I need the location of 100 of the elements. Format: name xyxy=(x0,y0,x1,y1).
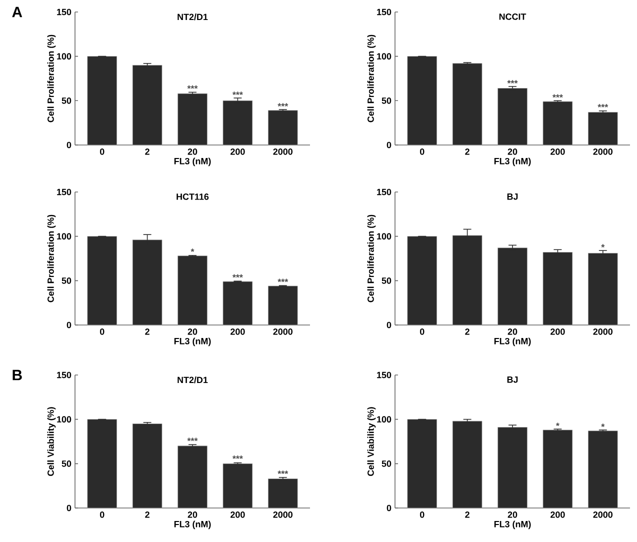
bar xyxy=(542,101,573,146)
bar xyxy=(407,56,438,146)
x-tick-label: 2 xyxy=(465,148,470,155)
chart-title: NCCIT xyxy=(499,14,526,20)
x-tick-label: 0 xyxy=(100,328,104,335)
annotation: * xyxy=(601,424,605,427)
y-axis-title: Cell Proliferation (%) xyxy=(367,34,376,122)
x-tick-label: 2000 xyxy=(593,328,612,335)
annotation: *** xyxy=(278,470,288,474)
y-axis-title: Cell Viability (%) xyxy=(47,407,56,476)
x-tick-label: 2000 xyxy=(273,148,292,155)
y-tick-label: 50 xyxy=(62,460,72,467)
y-tick-label: 100 xyxy=(57,233,72,240)
y-tick-label: 0 xyxy=(386,322,392,328)
y-tick-label: 100 xyxy=(377,53,392,60)
x-axis-title: FL3 (nM) xyxy=(174,338,211,346)
bar xyxy=(452,63,482,146)
bar xyxy=(222,281,253,326)
chart-title: BJ xyxy=(507,194,518,200)
bar xyxy=(407,236,438,326)
y-tick-label: 150 xyxy=(377,188,392,196)
chart-title: NT2/D1 xyxy=(178,14,208,20)
x-tick-label: 20 xyxy=(508,148,518,155)
y-tick-label: 50 xyxy=(382,277,392,284)
x-tick-label: 0 xyxy=(420,512,424,518)
y-tick-label: 150 xyxy=(377,8,392,16)
annotation: *** xyxy=(598,104,608,108)
bar xyxy=(452,420,482,508)
bar xyxy=(542,430,573,508)
bar xyxy=(87,56,118,146)
x-tick-label: 20 xyxy=(188,328,198,335)
x-tick-label: 20 xyxy=(508,512,518,518)
bar xyxy=(498,248,528,326)
annotation: *** xyxy=(278,278,288,282)
x-tick-label: 2 xyxy=(465,512,470,518)
y-axis-title: Cell Proliferation (%) xyxy=(47,214,56,302)
x-tick-label: 2000 xyxy=(593,512,612,518)
x-tick-label: 200 xyxy=(550,512,565,518)
y-tick-label: 100 xyxy=(57,416,72,423)
x-axis-title: FL3 (nM) xyxy=(174,158,211,166)
bar xyxy=(588,252,618,326)
y-tick-label: 0 xyxy=(66,504,72,512)
x-tick-label: 2 xyxy=(145,512,150,518)
x-tick-label: 20 xyxy=(188,148,198,155)
annotation: *** xyxy=(552,94,563,98)
y-tick-label: 100 xyxy=(377,416,392,423)
bar xyxy=(178,446,208,508)
x-tick-label: 2 xyxy=(145,328,150,335)
y-tick-label: 50 xyxy=(62,97,72,104)
bar xyxy=(268,286,298,326)
y-tick-label: 50 xyxy=(382,460,392,467)
x-tick-label: 200 xyxy=(550,148,565,155)
y-axis-title: Cell Viability (%) xyxy=(367,407,376,476)
annotation: *** xyxy=(187,85,198,89)
y-tick-label: 150 xyxy=(57,372,72,378)
chart-title: NT2/D1 xyxy=(178,376,208,384)
annotation: * xyxy=(601,244,605,248)
x-tick-label: 0 xyxy=(420,328,424,335)
x-axis-title: FL3 (nM) xyxy=(494,338,531,346)
chart-title: BJ xyxy=(507,376,518,383)
x-tick-label: 2000 xyxy=(273,512,292,518)
annotation: *** xyxy=(232,456,243,459)
annotation: *** xyxy=(232,274,243,278)
annotation: *** xyxy=(278,103,288,106)
bar xyxy=(132,64,162,146)
y-tick-label: 0 xyxy=(386,142,392,148)
bar xyxy=(87,419,118,508)
y-tick-label: 100 xyxy=(377,233,392,240)
y-tick-label: 150 xyxy=(57,8,72,16)
x-tick-label: 0 xyxy=(100,148,104,155)
y-tick-label: 0 xyxy=(66,142,72,148)
x-axis-title: FL3 (nM) xyxy=(174,520,211,530)
annotation: * xyxy=(556,422,560,426)
x-tick-label: 0 xyxy=(100,512,104,518)
bar xyxy=(588,112,618,146)
y-tick-label: 150 xyxy=(57,188,72,196)
x-axis-title: FL3 (nM) xyxy=(494,158,531,166)
bar xyxy=(498,427,528,508)
x-tick-label: 2 xyxy=(465,328,470,335)
x-tick-label: 200 xyxy=(230,148,245,155)
bar xyxy=(268,110,298,146)
y-tick-label: 50 xyxy=(382,97,392,104)
text: B xyxy=(12,370,22,380)
x-tick-label: 0 xyxy=(420,148,424,155)
x-tick-label: 200 xyxy=(230,328,245,335)
x-tick-label: 20 xyxy=(508,328,518,335)
x-tick-label: 2000 xyxy=(273,328,292,335)
bar xyxy=(87,236,118,326)
annotation: * xyxy=(190,248,194,252)
y-tick-label: 50 xyxy=(62,277,72,284)
bar xyxy=(588,430,618,508)
bar xyxy=(542,252,573,326)
bar xyxy=(268,478,298,508)
x-tick-label: 200 xyxy=(550,328,565,335)
x-axis-title: FL3 (nM) xyxy=(494,520,531,530)
bar xyxy=(178,256,208,326)
y-tick-label: 100 xyxy=(57,53,72,60)
bar xyxy=(498,88,528,146)
y-axis-title: Cell Proliferation (%) xyxy=(47,34,56,122)
bar xyxy=(407,419,438,508)
